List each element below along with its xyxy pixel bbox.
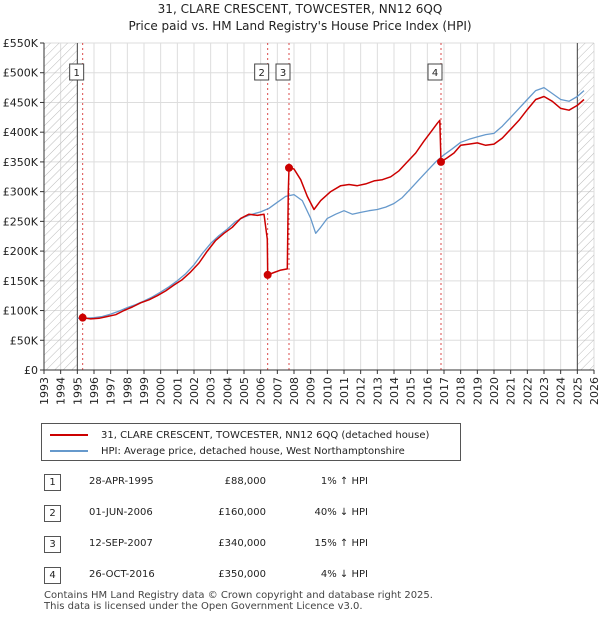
sale-point bbox=[285, 163, 293, 172]
sale-box bbox=[254, 63, 270, 81]
y-tick-label: £400K bbox=[3, 126, 39, 139]
sale-box bbox=[69, 63, 85, 81]
sale-number: 4 bbox=[44, 567, 61, 584]
x-tick-label: 1996 bbox=[88, 377, 101, 405]
series-line-hpi bbox=[77, 86, 585, 319]
x-tick-label: 2012 bbox=[355, 377, 368, 405]
table-row: 2 01-JUN-2006 £160,000 40% ↓ HPI bbox=[44, 505, 424, 523]
sale-point bbox=[263, 270, 272, 279]
x-tick-label: 2000 bbox=[155, 377, 168, 405]
y-tick-label: £300K bbox=[3, 186, 39, 199]
sale-price: £340,000 bbox=[218, 538, 266, 549]
y-tick-label: £0 bbox=[24, 364, 38, 377]
y-tick-label: £150K bbox=[3, 275, 39, 288]
sale-date: 12-SEP-2007 bbox=[89, 538, 153, 549]
sale-box-label: 2 bbox=[258, 68, 264, 79]
legend-item-property: 31, CLARE CRESCENT, TOWCESTER, NN12 6QQ … bbox=[50, 428, 429, 442]
footer-copyright: Contains HM Land Registry data © Crown c… bbox=[44, 590, 433, 601]
x-tick-label: 1999 bbox=[138, 377, 151, 405]
sale-box-label: 4 bbox=[432, 68, 438, 79]
sale-box bbox=[275, 63, 291, 81]
sale-point bbox=[437, 157, 445, 166]
sale-number: 3 bbox=[44, 536, 61, 553]
sale-hpi-delta: 40% ↓ HPI bbox=[314, 507, 368, 518]
x-tick-label: 2011 bbox=[338, 377, 351, 405]
x-tick-label: 1997 bbox=[105, 377, 118, 405]
x-tick-label: 2020 bbox=[488, 377, 501, 405]
sale-box-label: 1 bbox=[73, 68, 79, 79]
x-tick-label: 2002 bbox=[188, 377, 201, 405]
x-tick-label: 2022 bbox=[521, 377, 534, 405]
x-tick-label: 1995 bbox=[71, 377, 84, 405]
legend-swatch-hpi bbox=[50, 450, 88, 452]
y-tick-label: £450K bbox=[3, 96, 39, 109]
x-tick-label: 2026 bbox=[588, 377, 600, 405]
legend-label-hpi: HPI: Average price, detached house, West… bbox=[101, 445, 405, 457]
x-tick-label: 2025 bbox=[571, 377, 584, 405]
sale-number: 1 bbox=[44, 474, 61, 491]
plot-area bbox=[44, 43, 594, 370]
sale-label-box: 1 bbox=[69, 63, 85, 81]
sale-date: 01-JUN-2006 bbox=[89, 507, 153, 518]
x-tick-label: 2008 bbox=[288, 377, 301, 405]
x-tick-label: 2024 bbox=[555, 377, 568, 405]
y-tick-label: £250K bbox=[3, 215, 39, 228]
x-tick-label: 2015 bbox=[405, 377, 418, 405]
sale-label-box: 2 bbox=[254, 63, 270, 81]
x-tick-label: 2006 bbox=[255, 377, 268, 405]
legend: 31, CLARE CRESCENT, TOWCESTER, NN12 6QQ … bbox=[41, 423, 461, 461]
x-tick-label: 2023 bbox=[538, 377, 551, 405]
sale-price: £88,000 bbox=[224, 476, 266, 487]
x-tick-label: 2013 bbox=[371, 377, 384, 405]
sale-point bbox=[78, 313, 87, 322]
y-tick-label: £500K bbox=[3, 67, 39, 80]
x-tick-label: 1994 bbox=[55, 377, 68, 405]
hatched-region bbox=[44, 43, 78, 370]
sale-hpi-delta: 1% ↑ HPI bbox=[320, 476, 368, 487]
y-tick-label: £550K bbox=[3, 37, 39, 50]
legend-swatch-property bbox=[50, 434, 88, 436]
x-tick-label: 2005 bbox=[238, 377, 251, 405]
sale-box-label: 3 bbox=[280, 68, 286, 79]
table-row: 1 28-APR-1995 £88,000 1% ↑ HPI bbox=[44, 474, 424, 492]
sale-label-box: 4 bbox=[427, 63, 443, 81]
x-tick-label: 2019 bbox=[471, 377, 484, 405]
x-tick-label: 2001 bbox=[171, 377, 184, 405]
x-tick-label: 2007 bbox=[271, 377, 284, 405]
legend-item-hpi: HPI: Average price, detached house, West… bbox=[50, 444, 405, 458]
y-tick-label: £50K bbox=[10, 334, 39, 347]
x-tick-label: 2018 bbox=[455, 377, 468, 405]
x-tick-label: 1998 bbox=[121, 377, 134, 405]
x-tick-label: 1993 bbox=[38, 377, 51, 405]
sale-label-box: 3 bbox=[275, 63, 291, 81]
sale-price: £350,000 bbox=[218, 569, 266, 580]
table-row: 4 26-OCT-2016 £350,000 4% ↓ HPI bbox=[44, 567, 424, 585]
hatched-region bbox=[577, 43, 594, 370]
sale-date: 28-APR-1995 bbox=[89, 476, 154, 487]
x-tick-label: 2003 bbox=[205, 377, 218, 405]
chart-title: 31, CLARE CRESCENT, TOWCESTER, NN12 6QQ bbox=[157, 2, 443, 16]
x-tick-label: 2009 bbox=[305, 377, 318, 405]
y-tick-label: £350K bbox=[3, 156, 39, 169]
legend-label-property: 31, CLARE CRESCENT, TOWCESTER, NN12 6QQ … bbox=[101, 429, 430, 441]
series-line-property bbox=[82, 95, 585, 320]
price-chart: 1 2 3 4 £0 £50K £100K £150K £200K £250K £300K £350… bbox=[3, 37, 600, 405]
chart-subtitle: Price paid vs. HM Land Registry's House … bbox=[128, 19, 472, 33]
x-tick-label: 2010 bbox=[321, 377, 334, 405]
x-tick-label: 2021 bbox=[505, 377, 518, 405]
table-row: 3 12-SEP-2007 £340,000 15% ↑ HPI bbox=[44, 536, 424, 554]
x-tick-label: 2004 bbox=[221, 377, 234, 405]
footer-licence: This data is licensed under the Open Gov… bbox=[44, 601, 363, 612]
y-tick-label: £200K bbox=[3, 245, 39, 258]
sale-box bbox=[427, 63, 443, 81]
x-tick-label: 2014 bbox=[388, 377, 401, 405]
x-tick-label: 2016 bbox=[421, 377, 434, 405]
sale-price: £160,000 bbox=[218, 507, 266, 518]
sale-date: 26-OCT-2016 bbox=[89, 569, 155, 580]
x-tick-label: 2017 bbox=[438, 377, 451, 405]
sale-hpi-delta: 4% ↓ HPI bbox=[320, 569, 368, 580]
sale-number: 2 bbox=[44, 505, 61, 522]
sale-hpi-delta: 15% ↑ HPI bbox=[314, 538, 368, 549]
y-tick-label: £100K bbox=[3, 305, 39, 318]
